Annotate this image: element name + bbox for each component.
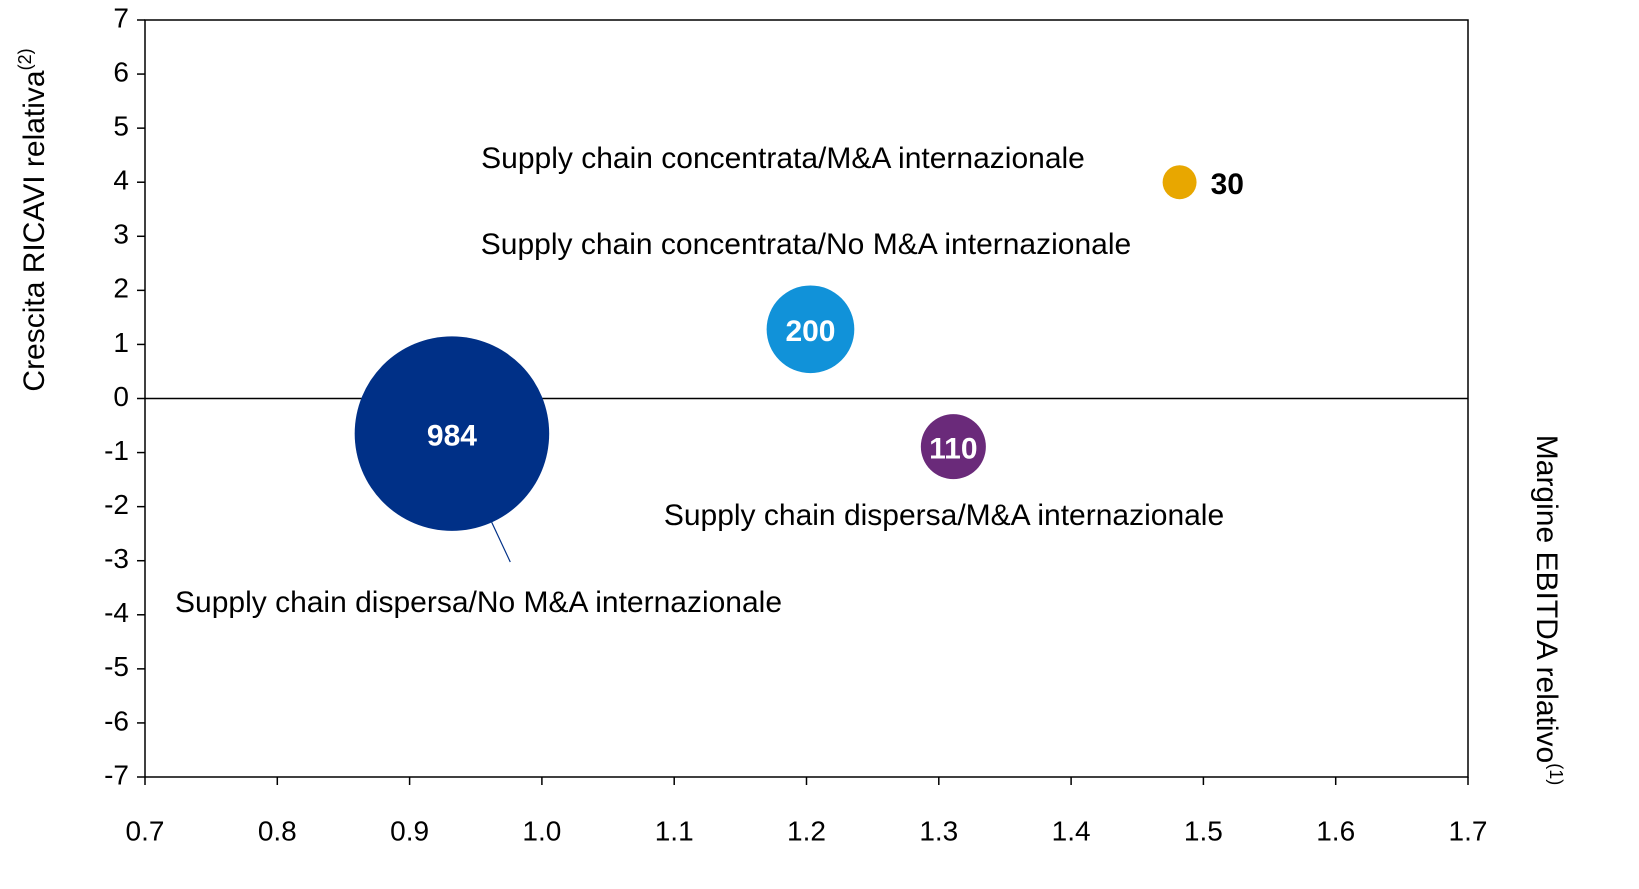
y-tick-label: 1: [113, 327, 129, 358]
x-tick-label: 0.8: [258, 815, 297, 846]
y-tick-label: -3: [104, 543, 129, 574]
x-tick-label: 1.5: [1184, 815, 1223, 846]
y-tick-label: -2: [104, 489, 129, 520]
y-tick-label: 6: [113, 56, 129, 87]
bubble: [354, 336, 550, 531]
x-tick-label: 1.0: [522, 815, 561, 846]
y-tick-label: -7: [104, 759, 129, 790]
leader-line: [488, 516, 511, 563]
x-tick-label: 1.7: [1449, 815, 1488, 846]
x-tick-label: 1.4: [1052, 815, 1091, 846]
x-tick-label: 0.7: [126, 815, 165, 846]
y-tick-label: 3: [113, 219, 129, 250]
y-tick-label: 0: [113, 381, 129, 412]
y-tick-label: 7: [113, 2, 129, 33]
y-tick-label: 5: [113, 111, 129, 142]
x-axis-label-note: (1): [1546, 763, 1566, 785]
series-label: Supply chain concentrata/No M&A internaz…: [481, 228, 1131, 261]
y-tick-label: -5: [104, 651, 129, 682]
y-axis-label-text: Crescita RICAVI relativa: [18, 70, 51, 392]
x-tick-label: 1.3: [919, 815, 958, 846]
y-tick-label: 2: [113, 273, 129, 304]
value-label: 984: [427, 420, 477, 453]
x-tick-label: 1.6: [1316, 815, 1355, 846]
value-label: 200: [785, 315, 835, 348]
x-tick-label: 0.9: [390, 815, 429, 846]
x-axis-label: Margine EBITDA relativo(1): [1530, 435, 1566, 785]
series-label: Supply chain concentrata/M&A internazion…: [481, 142, 1085, 175]
bubble: [766, 285, 855, 374]
y-tick-label: -4: [104, 597, 129, 628]
series-label: Supply chain dispersa/M&A internazionale: [664, 499, 1224, 532]
bubble: [1162, 165, 1197, 200]
x-axis-label-text: Margine EBITDA relativo: [1530, 435, 1563, 763]
x-tick-label: 1.1: [655, 815, 694, 846]
y-tick-label: -6: [104, 705, 129, 736]
value-label: 110: [929, 433, 977, 466]
series-label: Supply chain dispersa/No M&A internazion…: [175, 586, 782, 619]
y-axis-label: Crescita RICAVI relativa(2): [15, 48, 51, 391]
bubble: [920, 414, 986, 480]
y-tick-label: -1: [104, 435, 129, 466]
x-tick-label: 1.2: [787, 815, 826, 846]
value-label: 30: [1211, 168, 1244, 201]
y-tick-label: 4: [113, 165, 129, 196]
y-axis-label-note: (2): [15, 48, 35, 70]
